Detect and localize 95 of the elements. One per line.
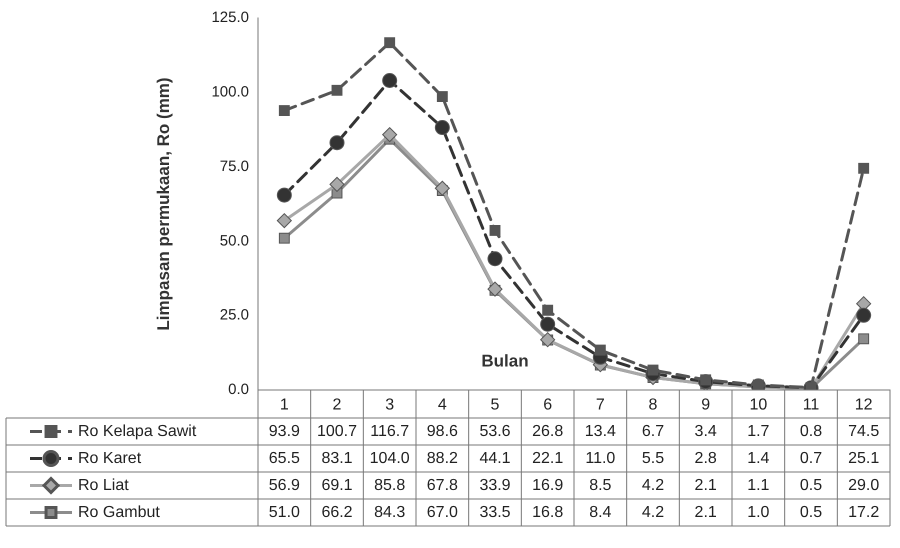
point (858, 162, 870, 174)
point (436, 91, 448, 102)
point (276, 213, 292, 228)
data-label: 22.1 (532, 450, 564, 467)
data-label: 0.8 (800, 422, 822, 440)
point (540, 316, 556, 332)
data-label: 5.5 (642, 450, 664, 467)
x-tick-label: 3 (385, 396, 394, 414)
data-label: 1.0 (747, 504, 770, 521)
data-label: 1.4 (747, 450, 770, 467)
data-label: 4.2 (642, 476, 664, 494)
data-label: 1.1 (747, 476, 770, 494)
point (384, 37, 396, 48)
x-tick-label: 4 (438, 396, 447, 414)
point (858, 333, 870, 344)
data-label: 56.9 (268, 476, 300, 494)
data-label: 44.1 (479, 450, 511, 467)
data-label: 67.8 (426, 476, 458, 494)
point (332, 84, 342, 96)
point (540, 332, 556, 348)
data-label: 8.4 (589, 504, 612, 521)
point (490, 225, 500, 236)
y-tick-label: 100.0 (211, 84, 249, 101)
data-label: 2.1 (694, 504, 717, 521)
data-label: 2.8 (694, 450, 717, 467)
data-label: 26.8 (532, 422, 564, 440)
data-label: 69.1 (321, 476, 353, 494)
point (594, 344, 606, 356)
data-label: 100.7 (316, 422, 358, 440)
data-label: 66.2 (321, 504, 353, 521)
point (330, 135, 344, 150)
data-label: 29.0 (848, 476, 880, 494)
x-tick-label: 10 (749, 396, 768, 414)
data-label: 51.0 (268, 504, 300, 521)
legend-label: Ro Liat (78, 476, 130, 494)
data-label: 98.6 (426, 422, 458, 440)
data-label: 0.5 (800, 504, 822, 521)
point (276, 188, 292, 203)
x-tick-label: 12 (854, 396, 873, 414)
x-tick-label: 6 (543, 396, 552, 414)
data-label: 65.5 (268, 450, 300, 467)
data-label: 11.0 (585, 450, 616, 467)
data-label: 74.5 (848, 422, 880, 440)
data-label: 16.9 (532, 476, 564, 494)
data-label: 13.4 (584, 422, 616, 440)
y-tick-label: 75.0 (220, 158, 249, 175)
y-axis-title: Limpasan permukaan, Ro (mm) (154, 77, 173, 331)
data-label: 116.7 (370, 422, 410, 440)
x-tick-label: 9 (701, 396, 710, 414)
data-label: 104.0 (370, 450, 410, 467)
data-label: 2.1 (694, 476, 717, 494)
x-axis-title: Bulan (481, 352, 529, 371)
x-tick-label: 5 (490, 396, 500, 414)
point (856, 308, 872, 323)
point (382, 72, 398, 88)
point (434, 120, 450, 136)
data-label: 3.4 (694, 422, 717, 440)
data-label: 85.8 (374, 476, 406, 494)
point (278, 105, 290, 116)
x-tick-label: 7 (596, 396, 605, 414)
data-label: 53.6 (479, 422, 511, 440)
data-label: 88.2 (426, 450, 458, 467)
data-label: 4.2 (642, 504, 664, 521)
data-label: 33.9 (479, 476, 511, 494)
y-tick-label: 125.0 (211, 9, 249, 26)
y-tick-label: 0.0 (228, 381, 249, 398)
point (330, 176, 344, 192)
x-tick-label: 1 (280, 396, 289, 414)
legend-label: Ro Karet (78, 450, 142, 467)
data-label: 1.7 (747, 422, 770, 440)
data-label: 6.7 (642, 422, 664, 440)
point (278, 232, 290, 244)
x-tick-label: 8 (648, 396, 658, 414)
data-label: 16.8 (532, 504, 564, 521)
x-tick-label: 11 (802, 396, 820, 414)
data-label: 33.5 (479, 504, 511, 521)
data-label: 0.5 (800, 476, 822, 494)
data-label: 83.1 (321, 450, 353, 467)
data-label: 67.0 (426, 504, 458, 521)
x-tick-label: 2 (332, 396, 342, 414)
point (488, 282, 502, 297)
point (488, 251, 502, 266)
data-label: 25.1 (848, 450, 880, 467)
legend-label: Ro Gambut (78, 504, 160, 521)
point (382, 127, 398, 142)
data-label: 17.2 (848, 504, 880, 521)
data-label: 93.9 (268, 422, 300, 440)
y-tick-label: 25.0 (220, 306, 249, 324)
y-tick-label: 50.0 (220, 232, 249, 250)
data-label: 0.7 (800, 450, 822, 467)
point (542, 304, 554, 316)
data-label: 84.3 (374, 504, 406, 521)
data-label: 8.5 (589, 476, 612, 494)
legend-label: Ro Kelapa Sawit (78, 422, 197, 440)
point (434, 180, 450, 196)
